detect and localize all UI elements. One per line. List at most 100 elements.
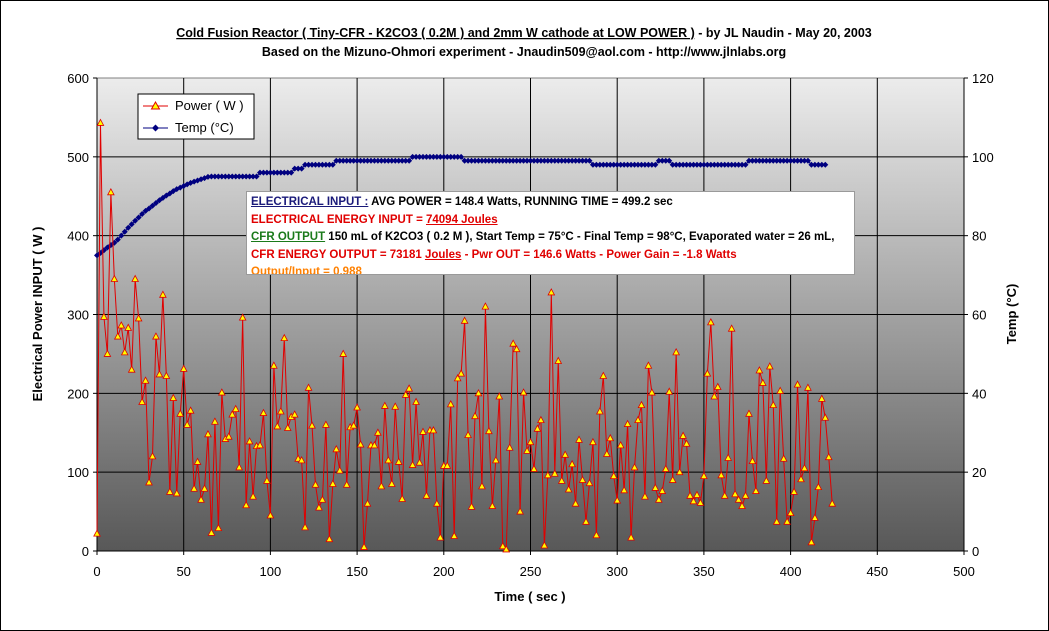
temp-point: [326, 161, 333, 168]
power-point: [190, 484, 198, 492]
output-input-ratio: Output/Input = 0.988: [251, 266, 362, 275]
power-point: [637, 400, 646, 409]
power-point: [183, 420, 192, 428]
power-point: [828, 499, 837, 507]
y-axis-left-label: Electrical Power INPUT ( W ): [30, 227, 45, 402]
temp-point: [777, 157, 784, 164]
power-point: [519, 388, 528, 396]
temp-point: [388, 157, 395, 164]
temp-point: [472, 157, 479, 164]
power-point: [623, 419, 632, 427]
energy-input-label: ELECTRICAL ENERGY INPUT =: [251, 213, 426, 226]
power-point: [561, 450, 570, 458]
power-point: [304, 383, 313, 391]
info-line-3: CFR OUTPUT 150 mL of K2CO3 ( 0.2 M ), St…: [251, 229, 850, 247]
temp-point: [624, 161, 631, 168]
temp-point: [766, 157, 773, 164]
temp-point: [794, 157, 801, 164]
temp-point: [801, 157, 808, 164]
temp-point: [555, 157, 562, 164]
power-point: [533, 424, 542, 432]
temp-point: [232, 173, 239, 180]
chart-title: Cold Fusion Reactor ( Tiny-CFR - K2CO3 (…: [176, 26, 872, 40]
power-point: [689, 496, 698, 505]
power-point: [467, 502, 476, 510]
power-point: [360, 542, 368, 550]
power-point: [717, 470, 726, 479]
temp-point: [302, 161, 309, 168]
temp-point: [756, 157, 763, 164]
temp-point: [530, 157, 537, 164]
chart-title-suffix: - by JL Naudin - May 20, 2003: [695, 26, 872, 40]
temp-point: [742, 161, 749, 168]
power-point: [256, 441, 264, 449]
temp-point: [690, 161, 697, 168]
power-point: [408, 460, 417, 468]
temp-point: [239, 173, 246, 180]
power-point: [748, 456, 757, 465]
temp-point: [378, 157, 385, 164]
temp-point: [461, 157, 468, 164]
power-point: [807, 537, 816, 546]
power-point: [152, 332, 160, 340]
power-point: [679, 431, 687, 439]
y-right-tick-label: 120: [972, 71, 994, 86]
power-point: [384, 455, 393, 464]
temp-point: [246, 173, 253, 180]
power-point: [328, 479, 337, 487]
temp-point: [506, 157, 513, 164]
temp-point: [551, 157, 558, 164]
temp-point: [288, 169, 295, 176]
power-point: [693, 490, 701, 498]
temp-point: [478, 157, 485, 164]
temp-point: [693, 161, 700, 168]
temp-point: [312, 161, 319, 168]
power-point: [627, 533, 635, 541]
temp-point: [770, 157, 777, 164]
temp-point: [635, 161, 642, 168]
power-point: [200, 484, 209, 492]
power-point: [443, 461, 452, 469]
y-left-tick-label: 600: [67, 71, 89, 86]
power-point: [800, 463, 809, 472]
temp-point: [409, 153, 416, 160]
temp-point: [541, 157, 548, 164]
temp-point: [714, 161, 721, 168]
power-point: [772, 517, 781, 525]
temp-point: [395, 157, 402, 164]
temp-point: [281, 169, 288, 176]
temp-point: [114, 236, 121, 243]
power-point: [214, 523, 223, 532]
power-point: [363, 499, 372, 507]
temp-point: [229, 173, 236, 180]
y-left-tick-label: 500: [67, 150, 89, 165]
temp-point: [485, 157, 492, 164]
info-line-5: Output/Input = 0.988: [251, 264, 850, 275]
temp-point: [513, 157, 520, 164]
x-tick-label: 150: [346, 564, 368, 579]
power-point: [762, 476, 771, 484]
power-point: [713, 382, 722, 390]
temp-point: [277, 169, 284, 176]
power-point: [412, 397, 420, 405]
temp-point: [596, 161, 603, 168]
temp-point: [517, 157, 524, 164]
temp-point: [576, 157, 583, 164]
power-point: [457, 369, 466, 377]
power-point: [318, 495, 327, 503]
power-point: [793, 380, 802, 388]
temp-point: [603, 161, 610, 168]
temp-point: [811, 161, 818, 168]
temp-point: [333, 157, 340, 164]
power-point: [297, 455, 306, 464]
temp-point: [253, 173, 260, 180]
power-point: [620, 485, 629, 494]
power-point: [228, 410, 237, 418]
temp-point: [416, 153, 423, 160]
power-point: [543, 470, 552, 479]
temp-point: [496, 157, 503, 164]
power-point: [377, 482, 386, 490]
temp-point: [763, 157, 770, 164]
temp-point: [336, 157, 343, 164]
power-point: [193, 457, 202, 465]
